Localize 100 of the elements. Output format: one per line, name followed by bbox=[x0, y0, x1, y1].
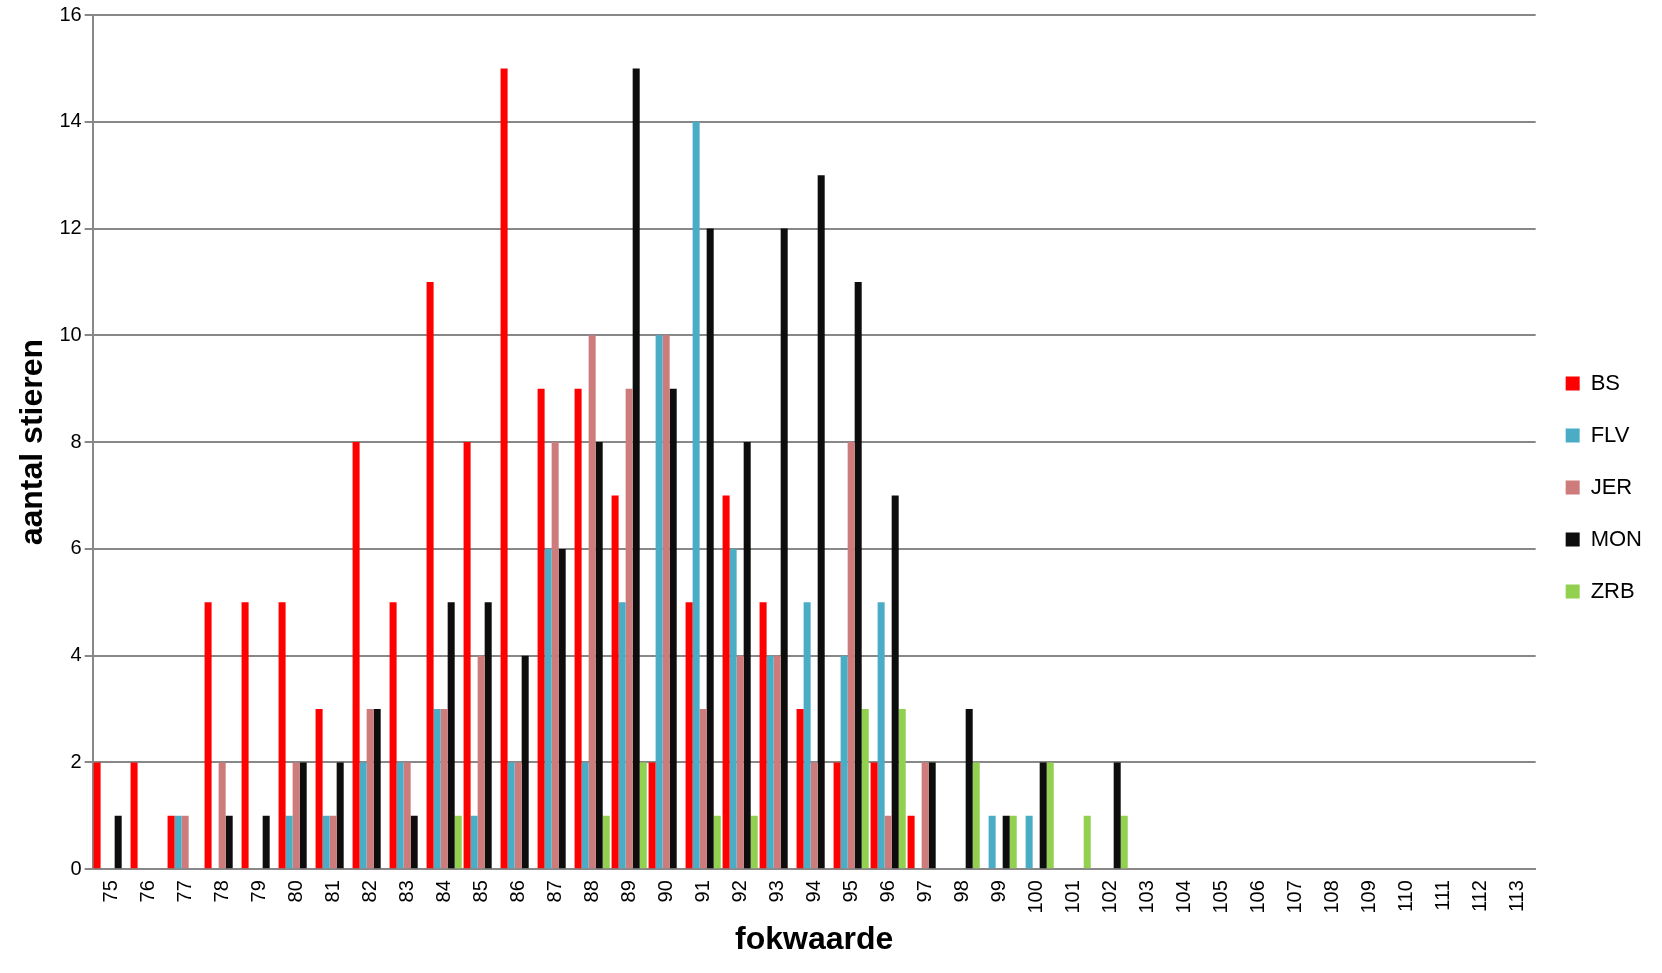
x-tick-label: 94 bbox=[801, 880, 824, 903]
y-tick-label: 10 bbox=[59, 322, 82, 345]
bar bbox=[292, 762, 300, 869]
bar bbox=[174, 815, 182, 869]
x-tick-label: 102 bbox=[1097, 880, 1120, 914]
bar bbox=[130, 762, 138, 869]
x-tick-label: 112 bbox=[1467, 880, 1490, 913]
x-tick-label: 81 bbox=[320, 880, 343, 903]
bar bbox=[722, 495, 730, 869]
bar bbox=[847, 442, 855, 869]
bar bbox=[366, 709, 374, 869]
bar bbox=[551, 442, 559, 869]
x-tick-label: 85 bbox=[468, 880, 491, 903]
bar bbox=[463, 442, 471, 869]
bar bbox=[921, 762, 929, 869]
bar bbox=[699, 709, 707, 869]
x-tick-label: 76 bbox=[135, 880, 158, 903]
bar bbox=[588, 335, 596, 869]
x-tick-label: 93 bbox=[764, 880, 787, 903]
bar bbox=[611, 495, 619, 869]
y-tick-label: 0 bbox=[70, 856, 82, 879]
x-tick-label: 80 bbox=[283, 880, 306, 903]
bar bbox=[595, 442, 603, 869]
bar bbox=[833, 762, 841, 869]
bar bbox=[655, 335, 663, 869]
x-tick-label: 89 bbox=[616, 880, 639, 903]
bar bbox=[692, 121, 700, 869]
x-tick-label: 104 bbox=[1171, 880, 1194, 914]
bar bbox=[521, 655, 529, 869]
bar bbox=[558, 548, 566, 869]
bar bbox=[810, 762, 818, 869]
bar bbox=[1046, 762, 1054, 869]
bar bbox=[662, 335, 670, 869]
bar bbox=[1113, 762, 1121, 869]
y-tick-label: 16 bbox=[59, 2, 82, 25]
x-tick-label: 105 bbox=[1208, 880, 1231, 914]
bar bbox=[315, 709, 323, 869]
bar bbox=[477, 655, 485, 869]
bar bbox=[766, 655, 774, 869]
bar bbox=[470, 815, 478, 869]
legend-label: BS bbox=[1590, 369, 1621, 395]
legend-label: ZRB bbox=[1590, 577, 1635, 603]
bar bbox=[114, 815, 122, 869]
x-tick-label: 91 bbox=[690, 880, 713, 903]
bar bbox=[877, 602, 885, 869]
bar bbox=[965, 709, 973, 869]
x-tick-label: 95 bbox=[838, 880, 861, 903]
bar bbox=[1120, 815, 1128, 869]
bar bbox=[602, 815, 610, 869]
bar bbox=[1039, 762, 1047, 869]
legend-label: JER bbox=[1590, 473, 1633, 499]
x-tick-label: 98 bbox=[949, 880, 972, 903]
y-tick-label: 8 bbox=[70, 429, 82, 452]
bar bbox=[336, 762, 344, 869]
y-tick-label: 4 bbox=[70, 643, 82, 666]
x-tick-label: 79 bbox=[246, 880, 269, 903]
bar bbox=[1009, 815, 1017, 869]
x-tick-label: 108 bbox=[1319, 880, 1342, 914]
bar bbox=[907, 815, 915, 869]
bar bbox=[928, 762, 936, 869]
x-tick-label: 92 bbox=[727, 880, 750, 903]
bar bbox=[736, 655, 744, 869]
bar bbox=[898, 709, 906, 869]
bar bbox=[322, 815, 330, 869]
x-tick-label: 87 bbox=[542, 880, 565, 903]
x-tick-label: 111 bbox=[1430, 880, 1453, 911]
y-axis-title: aantal stieren bbox=[13, 338, 50, 546]
bar bbox=[218, 762, 226, 869]
bar bbox=[685, 602, 693, 869]
bar bbox=[884, 815, 892, 869]
bar bbox=[632, 68, 640, 869]
bar bbox=[204, 602, 212, 869]
x-tick-label: 99 bbox=[986, 880, 1009, 903]
bar bbox=[359, 762, 367, 869]
bar bbox=[484, 602, 492, 869]
bar bbox=[648, 762, 656, 869]
bar bbox=[1002, 815, 1010, 869]
bar bbox=[352, 442, 360, 869]
bar bbox=[389, 602, 397, 869]
x-tick-label: 107 bbox=[1282, 880, 1305, 914]
bar bbox=[581, 762, 589, 869]
bar bbox=[729, 548, 737, 869]
bar bbox=[618, 602, 626, 869]
bar bbox=[447, 602, 455, 869]
bar bbox=[225, 815, 233, 869]
bar bbox=[669, 388, 677, 869]
bar bbox=[639, 762, 647, 869]
bar bbox=[854, 281, 862, 869]
bar bbox=[750, 815, 758, 869]
bar bbox=[817, 175, 825, 869]
y-tick-label: 2 bbox=[70, 749, 82, 772]
bar bbox=[870, 762, 878, 869]
x-tick-label: 82 bbox=[357, 880, 380, 903]
legend-label: FLV bbox=[1590, 421, 1630, 447]
x-tick-label: 113 bbox=[1504, 880, 1527, 913]
x-tick-label: 84 bbox=[431, 880, 454, 903]
bar bbox=[278, 602, 286, 869]
x-tick-label: 96 bbox=[875, 880, 898, 903]
bar bbox=[544, 548, 552, 869]
x-axis-title: fokwaarde bbox=[735, 919, 894, 956]
